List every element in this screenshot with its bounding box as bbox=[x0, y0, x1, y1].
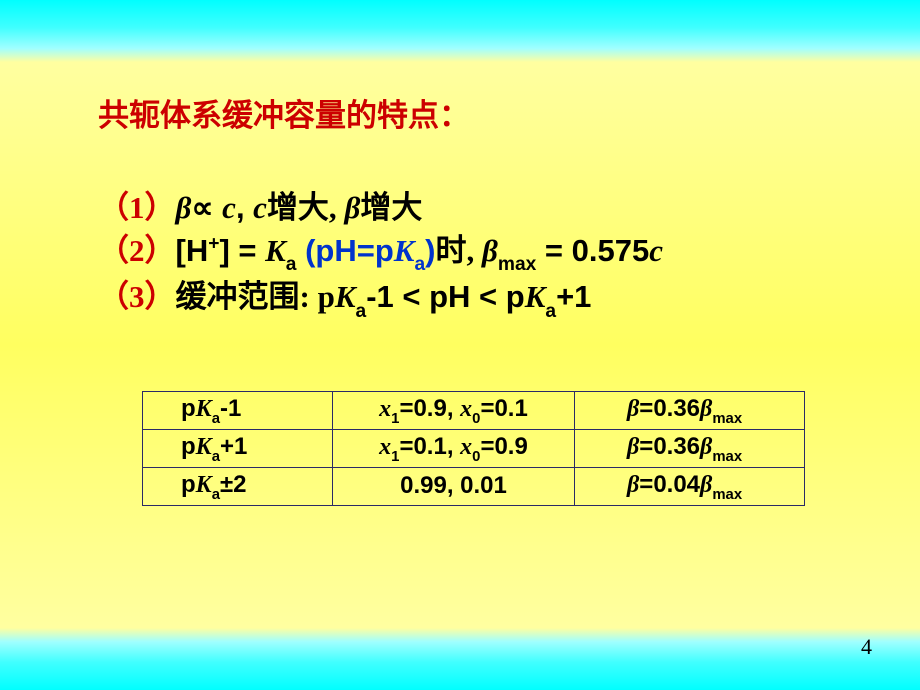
cell-x: x1=0.1, x0=0.9 bbox=[333, 429, 575, 467]
point-2-num: （2） bbox=[98, 233, 176, 268]
table-row: pKa+1 x1=0.1, x0=0.9 β=0.36βmax bbox=[143, 429, 805, 467]
cell-pka: pKa±2 bbox=[143, 467, 333, 505]
cell-pka: pKa-1 bbox=[143, 392, 333, 430]
point-1: （1）β∝ c, c增大, β增大 bbox=[98, 187, 830, 230]
point-3: （3）缓冲范围: pKa-1 < pH < pKa+1 bbox=[98, 276, 830, 323]
title: 共轭体系缓冲容量的特点： bbox=[98, 90, 830, 135]
cell-x: 0.99, 0.01 bbox=[333, 467, 575, 505]
table-row: pKa-1 x1=0.9, x0=0.1 β=0.36βmax bbox=[143, 392, 805, 430]
data-table: pKa-1 x1=0.9, x0=0.1 β=0.36βmax pKa+1 x1… bbox=[142, 391, 805, 505]
page-number: 4 bbox=[861, 634, 872, 660]
cell-beta: β=0.04βmax bbox=[575, 467, 805, 505]
cell-beta: β=0.36βmax bbox=[575, 429, 805, 467]
cell-pka: pKa+1 bbox=[143, 429, 333, 467]
point-3-num: （3） bbox=[98, 279, 176, 314]
point-1-num: （1） bbox=[98, 190, 176, 225]
cell-x: x1=0.9, x0=0.1 bbox=[333, 392, 575, 430]
cell-beta: β=0.36βmax bbox=[575, 392, 805, 430]
table-row: pKa±2 0.99, 0.01 β=0.04βmax bbox=[143, 467, 805, 505]
buffer-range-table: pKa-1 x1=0.9, x0=0.1 β=0.36βmax pKa+1 x1… bbox=[142, 391, 830, 505]
point-2: （2）[H+] = Ka (pH=pKa)时, βmax = 0.575c bbox=[98, 230, 830, 277]
slide-content: 共轭体系缓冲容量的特点： （1）β∝ c, c增大, β增大 （2）[H+] =… bbox=[0, 0, 920, 506]
